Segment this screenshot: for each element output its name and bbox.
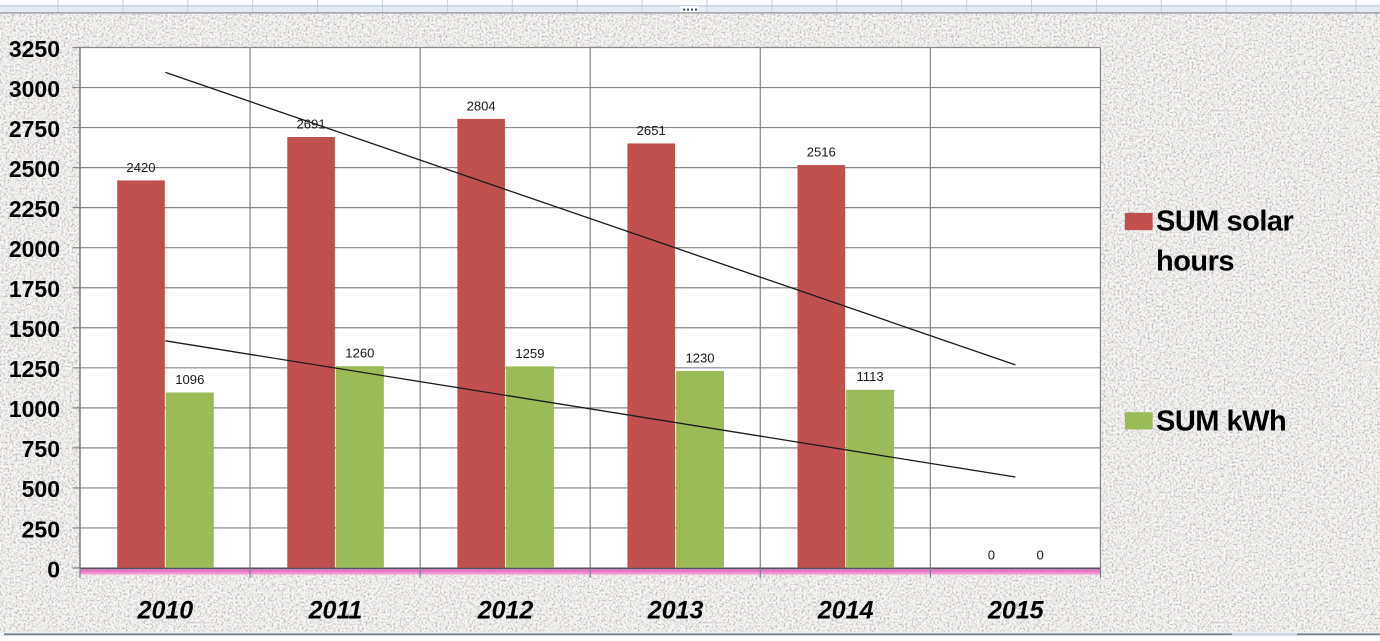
svg-text:0: 0 [47,556,60,582]
svg-text:2000: 2000 [9,236,60,262]
svg-text:0: 0 [988,548,995,563]
svg-text:750: 750 [22,436,60,462]
svg-text:SUM solar: SUM solar [1156,206,1294,238]
svg-text:500: 500 [22,476,60,502]
svg-text:2651: 2651 [637,123,666,138]
svg-text:2013: 2013 [647,597,704,625]
svg-text:250: 250 [22,516,60,542]
svg-text:2750: 2750 [9,116,60,142]
svg-text:hours: hours [1156,246,1234,278]
svg-text:2804: 2804 [467,98,496,113]
svg-text:2500: 2500 [9,156,60,182]
svg-text:2010: 2010 [137,597,194,625]
svg-text:1500: 1500 [9,316,60,342]
svg-text:3000: 3000 [9,76,60,102]
svg-text:2015: 2015 [987,597,1045,625]
svg-text:1260: 1260 [345,346,374,361]
svg-text:2250: 2250 [9,196,60,222]
svg-text:1250: 1250 [9,356,60,382]
svg-text:1096: 1096 [175,372,204,387]
svg-text:1259: 1259 [515,346,544,361]
svg-text:2012: 2012 [477,597,534,625]
svg-text:SUM kWh: SUM kWh [1156,406,1286,438]
svg-text:1230: 1230 [685,351,714,366]
svg-text:2011: 2011 [308,597,363,625]
svg-text:1000: 1000 [9,396,60,422]
svg-text:3250: 3250 [9,36,60,62]
svg-text:0: 0 [1037,548,1044,563]
svg-text:2014: 2014 [817,597,874,625]
svg-text:2516: 2516 [807,145,836,160]
svg-text:2691: 2691 [296,117,325,132]
svg-text:1750: 1750 [9,276,60,302]
svg-text:2420: 2420 [126,160,155,175]
svg-text:1113: 1113 [856,369,883,384]
